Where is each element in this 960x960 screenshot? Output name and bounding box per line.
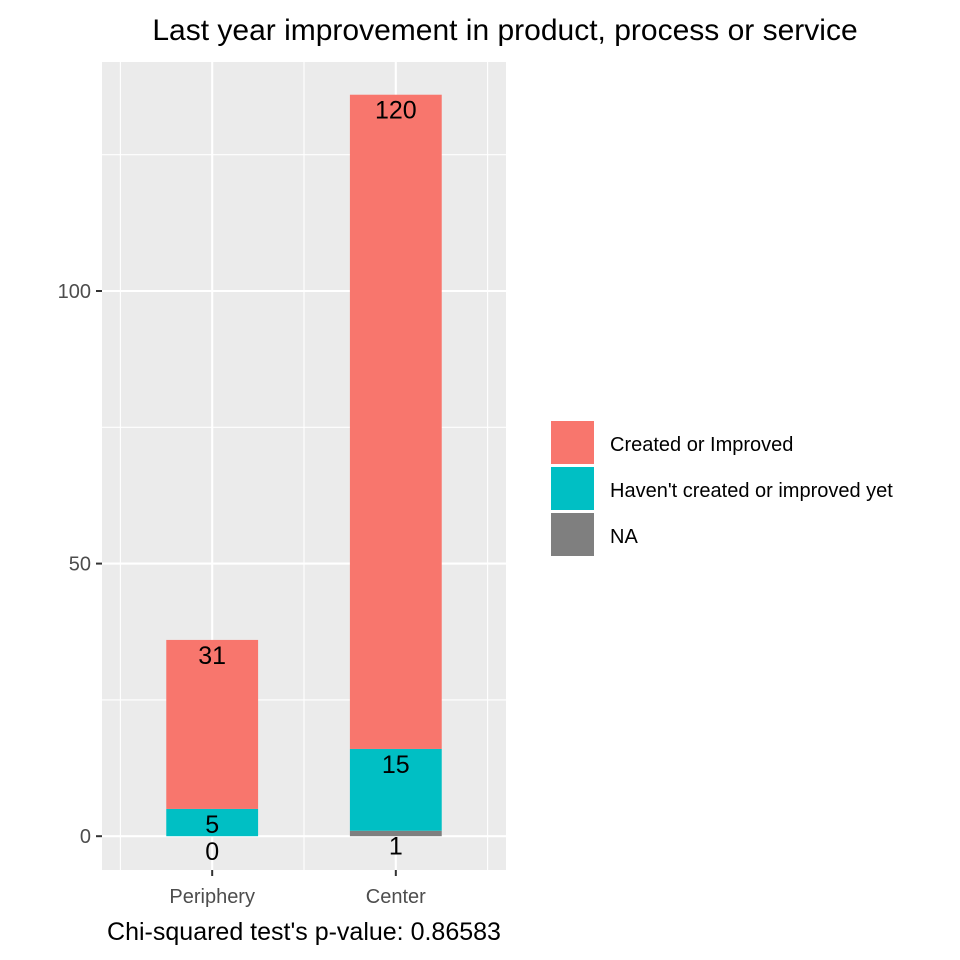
legend-key-created-or-improved <box>551 421 594 464</box>
bar-center-created-or-improved <box>349 94 442 749</box>
bar-periphery-created-or-improved <box>166 639 259 809</box>
data-label-periphery-na: 0 <box>205 838 219 866</box>
bar-center-haven-t-created-or-improved-yet <box>349 748 442 831</box>
bars <box>166 94 442 837</box>
data-label-periphery-haven-t-created-or-improved-yet: 5 <box>205 811 219 839</box>
chart-title: Last year improvement in product, proces… <box>152 14 857 47</box>
bar-center-na <box>349 830 442 837</box>
data-labels: 05 31 1 15 120 <box>198 97 416 866</box>
data-label-center-created-or-improved: 120 <box>375 97 417 125</box>
legend: Created or Improved Haven't created or im… <box>551 421 893 556</box>
y-axis: 0 50 100 <box>58 281 102 848</box>
data-label-center-haven-t-created-or-improved-yet: 15 <box>382 751 410 779</box>
x-axis: Periphery Center <box>169 870 426 908</box>
x-tick-label: Periphery <box>169 886 255 908</box>
legend-label-haven-t-created-or-improved-yet: Haven't created or improved yet <box>610 480 893 502</box>
legend-key-na <box>551 513 594 556</box>
y-tick-label: 50 <box>69 554 91 576</box>
chart-caption: Chi-squared test's p-value: 0.86583 <box>107 918 501 946</box>
legend-label-na: NA <box>610 526 638 548</box>
legend-label-created-or-improved: Created or Improved <box>610 434 793 456</box>
x-tick-label: Center <box>366 886 426 908</box>
data-label-center-na: 1 <box>389 833 403 861</box>
y-tick-label: 0 <box>80 826 91 848</box>
bar-periphery-haven-t-created-or-improved-yet <box>166 808 259 837</box>
data-label-periphery-created-or-improved: 31 <box>198 642 226 670</box>
y-tick-label: 100 <box>58 281 91 303</box>
legend-key-haven-t-created-or-improved-yet <box>551 467 594 510</box>
